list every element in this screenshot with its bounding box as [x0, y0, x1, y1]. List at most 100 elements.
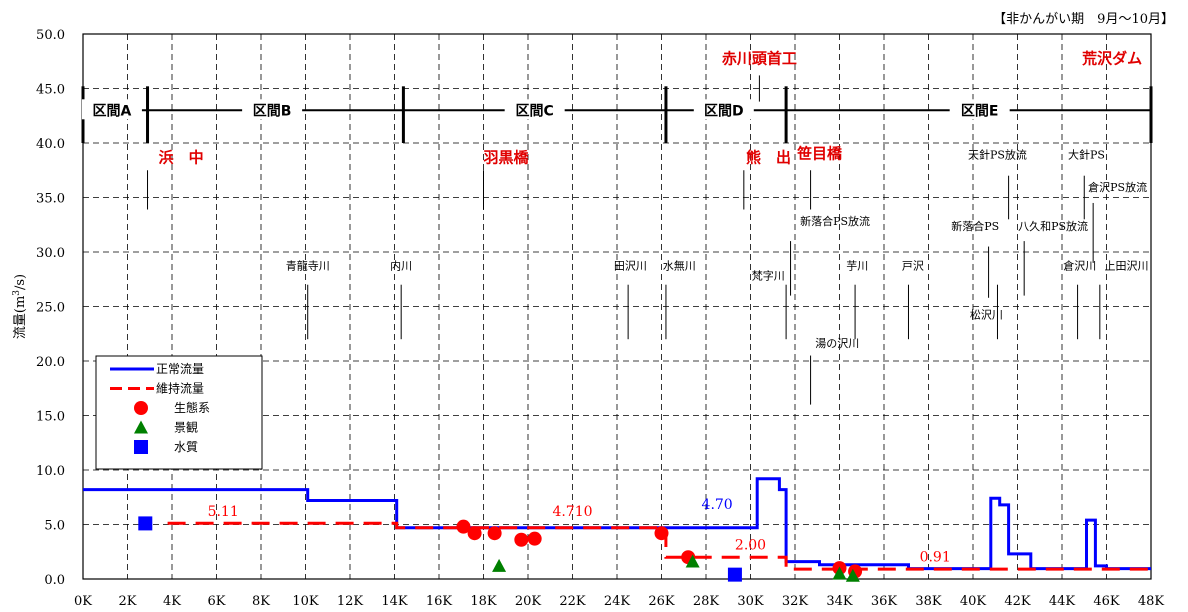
- place-label: 浜 中: [159, 149, 204, 167]
- x-tick-label: 0K: [74, 594, 92, 609]
- tributary-label: 内川: [390, 258, 412, 272]
- x-tick-label: 28K: [693, 594, 720, 609]
- value-labels: 5.11 4.710 4.70 2.00 0.91: [208, 497, 951, 565]
- x-tick-label: 20K: [515, 594, 542, 609]
- tributary-label: 新落合PS放流: [800, 214, 870, 228]
- marker-square: [138, 516, 153, 531]
- section-label: 区間E: [961, 103, 999, 119]
- tributary-label: 湯の沢川: [815, 336, 859, 350]
- legend-label: 正常流量: [156, 362, 204, 376]
- y-tick-label: 35.0: [36, 192, 65, 207]
- legend-swatch: [134, 440, 148, 454]
- value-label: 2.00: [735, 538, 766, 554]
- x-tick-label: 46K: [1093, 594, 1120, 609]
- marker-circle: [514, 532, 529, 547]
- tributary-label: 芋川: [846, 259, 868, 272]
- marker-triangle: [685, 554, 700, 568]
- series: [83, 477, 1151, 571]
- x-tick-label: 34K: [826, 594, 853, 609]
- place-label: 赤川頭首工: [722, 49, 797, 67]
- y-tick-label: 10.0: [36, 464, 65, 479]
- y-tick-label: 15.0: [36, 410, 65, 425]
- tributary-label: 青龍寺川: [286, 258, 330, 272]
- legend-box: [95, 355, 263, 470]
- y-tick-label: 30.0: [36, 246, 65, 261]
- value-label: 0.91: [920, 550, 951, 566]
- y-tick-label: 45.0: [36, 83, 65, 98]
- tributary-label: 水無川: [663, 258, 696, 272]
- tributary-label: 八久和PS放流: [1018, 219, 1088, 233]
- x-tick-label: 38K: [915, 594, 942, 609]
- marker-triangle: [832, 566, 847, 580]
- section-label-bg: [504, 99, 565, 120]
- period-note: 【非かんがい期 9月～10月】: [993, 12, 1174, 27]
- place-label: 笹目橋: [797, 144, 843, 162]
- section-bar: 区間A 区間B 区間C 区間D 区間E: [81, 86, 1153, 143]
- x-tick-label: 36K: [871, 594, 898, 609]
- x-tick-label: 40K: [960, 594, 987, 609]
- marker-circle: [456, 519, 471, 534]
- marker-circle: [467, 526, 482, 541]
- tributary-label: 天針PS放流: [968, 147, 1027, 161]
- x-tick-label: 42K: [1004, 594, 1031, 609]
- section-label-bg: [81, 99, 142, 120]
- legend-label: 維持流量: [156, 381, 204, 396]
- tributary-label: 田沢川: [614, 258, 647, 272]
- legend-swatch: [134, 420, 148, 434]
- y-tick-label: 40.0: [36, 137, 65, 152]
- legend-swatch: [134, 401, 148, 415]
- x-tick-label: 6K: [208, 594, 226, 609]
- legend-label: 水質: [174, 439, 198, 454]
- place-label: 羽黒橋: [484, 149, 530, 167]
- x-tick-label: 10K: [292, 594, 319, 609]
- place-label: 荒沢ダム: [1082, 49, 1142, 67]
- section-label: 区間D: [704, 103, 744, 119]
- axes: 0K 2K 4K 6K 8K 10K 12K 14K 16K 18K 20K 22K 24K 26K 28K…: [36, 28, 1164, 609]
- y-tick-label: 20.0: [36, 355, 65, 370]
- y-axis-label: 流量(m3/s): [12, 274, 28, 339]
- marker-circle: [487, 526, 502, 541]
- tributary-label: 大針PS: [1068, 147, 1105, 161]
- section-label-bg: [949, 99, 1010, 120]
- x-tick-label: 14K: [381, 594, 408, 609]
- marker-circle: [654, 526, 669, 541]
- value-label: 5.11: [208, 504, 239, 520]
- y-tick-label: 5.0: [44, 519, 65, 534]
- x-tick-label: 18K: [470, 594, 497, 609]
- x-tick-label: 4K: [163, 594, 181, 609]
- plot-frame: [82, 33, 1152, 580]
- marker-triangle: [845, 568, 860, 582]
- x-tick-label: 24K: [604, 594, 631, 609]
- y-tick-label: 0.0: [44, 573, 65, 588]
- tributary-label: 戸沢: [902, 258, 924, 272]
- markers: [138, 516, 863, 582]
- x-tick-label: 30K: [737, 594, 764, 609]
- series-line: [167, 521, 1151, 571]
- value-label: 4.710: [552, 504, 592, 520]
- section-label: 区間C: [516, 103, 554, 119]
- grid: [83, 34, 1151, 579]
- x-tick-label: 2K: [119, 594, 137, 609]
- section-label-bg: [693, 99, 754, 120]
- tributary-label: 松沢川: [970, 307, 1003, 321]
- section-label: 区間B: [253, 103, 292, 119]
- marker-triangle: [492, 558, 507, 572]
- y-tick-label: 25.0: [36, 301, 65, 316]
- section-label-bg: [242, 99, 303, 120]
- marker-circle: [527, 531, 542, 546]
- marker-square: [727, 567, 742, 582]
- x-tick-label: 16K: [426, 594, 453, 609]
- place-label: 熊 出: [746, 149, 791, 167]
- tributary-label: 倉沢川: [1063, 258, 1096, 272]
- section-label: 区間A: [93, 103, 132, 119]
- legend-label: 景観: [174, 421, 198, 435]
- tributary-label: 上田沢川: [1105, 258, 1149, 272]
- legend-label: 生態系: [174, 400, 210, 415]
- x-tick-label: 44K: [1049, 594, 1076, 609]
- tributary-label: 倉沢PS放流: [1088, 180, 1147, 194]
- y-tick-label: 50.0: [36, 28, 65, 43]
- x-tick-label: 32K: [782, 594, 809, 609]
- tributary-label: 新落合PS: [951, 219, 999, 233]
